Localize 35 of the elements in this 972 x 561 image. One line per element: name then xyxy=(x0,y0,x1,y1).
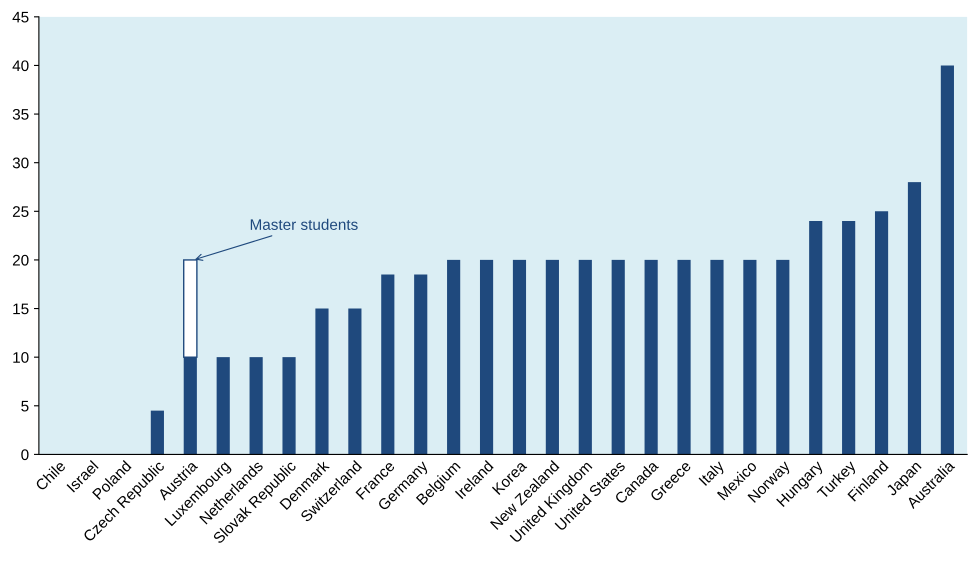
bar xyxy=(809,221,822,454)
bar xyxy=(578,260,592,454)
bar xyxy=(447,260,460,454)
bar xyxy=(612,260,625,454)
bar xyxy=(216,357,230,454)
bar xyxy=(250,357,263,454)
bar xyxy=(677,260,691,454)
bar xyxy=(512,260,526,454)
y-tick-label: 20 xyxy=(12,254,29,266)
y-tick-label: 15 xyxy=(13,304,29,314)
bar xyxy=(710,260,724,454)
bar xyxy=(644,260,658,454)
bar xyxy=(874,211,888,454)
y-tick-label: 35 xyxy=(12,108,29,120)
bar xyxy=(776,260,790,454)
bar xyxy=(414,274,428,454)
bar xyxy=(150,410,164,454)
bar xyxy=(315,308,329,454)
bar xyxy=(908,182,922,454)
y-tick-label: 25 xyxy=(12,206,29,217)
bar xyxy=(381,274,394,454)
y-tick-label: 45 xyxy=(12,12,29,23)
bar xyxy=(546,260,559,454)
y-tick-label: 5 xyxy=(21,400,29,412)
y-tick-label: 10 xyxy=(13,352,29,363)
bar xyxy=(282,357,296,454)
text: Master students xyxy=(250,218,358,230)
bar xyxy=(940,65,954,454)
bar xyxy=(842,221,856,454)
y-tick-label: 40 xyxy=(12,60,29,72)
bar xyxy=(743,260,756,454)
y-tick-label: 30 xyxy=(12,158,29,168)
bar xyxy=(480,260,494,454)
bar xyxy=(348,308,362,454)
y-tick-label: 0 xyxy=(21,449,29,460)
